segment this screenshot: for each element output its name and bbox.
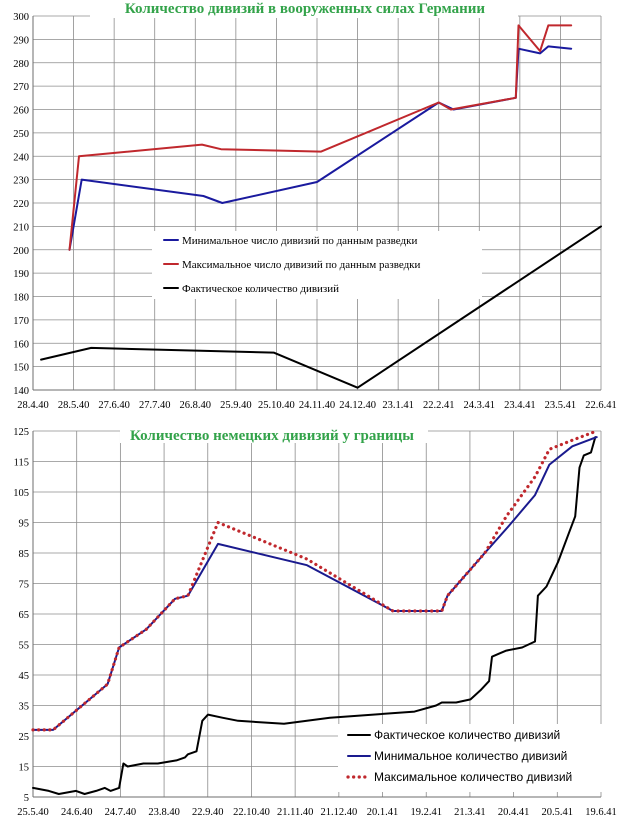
x-tick-label: 21.3.41 (454, 807, 486, 818)
y-tick-label: 230 (13, 176, 29, 187)
chart2-legend: Фактическое количество дивизий Минимально… (338, 724, 608, 792)
x-tick-label: 25.10.40 (258, 400, 295, 411)
y-tick-label: 280 (13, 59, 29, 70)
chart2-tick-labels: 5 15 25 35 45 55 65 75 85 95 105 115 125 25.5.40 24.6.… (13, 427, 617, 818)
y-tick-label: 95 (19, 519, 30, 530)
x-tick-label: 26.8.40 (180, 400, 212, 411)
y-tick-label: 260 (13, 106, 29, 117)
y-tick-label: 170 (13, 316, 29, 327)
x-tick-label: 27.7.40 (139, 400, 171, 411)
chart1-title-background (90, 0, 518, 18)
chart2-legend-background (338, 724, 608, 792)
y-tick-label: 190 (13, 269, 29, 280)
chart1-tick-labels: 140 150 160 170 180 190 200 210 220 230 240 250 260 2… (13, 12, 617, 411)
y-tick-label: 250 (13, 129, 29, 140)
y-tick-label: 220 (13, 199, 29, 210)
x-tick-label: 21.11.40 (277, 807, 313, 818)
legend-label-1: Минимальное число дивизий по данным разв… (182, 235, 417, 247)
y-tick-label: 140 (13, 386, 29, 397)
chart1-grid (32, 15, 602, 391)
y-tick-label: 115 (14, 458, 29, 469)
y-tick-label: 25 (19, 732, 30, 743)
chart-divisions-border: 5 15 25 35 45 55 65 75 85 95 105 115 125 25.5.40 24.6.… (13, 427, 617, 818)
x-tick-label: 27.6.40 (98, 400, 130, 411)
x-tick-label: 23.5.41 (545, 400, 577, 411)
chart2-grid (32, 430, 602, 798)
chart2-title-background (120, 427, 428, 443)
x-tick-label: 19.2.41 (410, 807, 442, 818)
x-tick-label: 25.5.40 (17, 807, 49, 818)
x-tick-label: 24.12.40 (339, 400, 376, 411)
x-tick-label: 22.6.41 (585, 400, 617, 411)
x-tick-label: 22.9.40 (192, 807, 224, 818)
chart1-series (40, 24, 602, 389)
x-tick-label: 21.12.40 (320, 807, 357, 818)
y-tick-label: 45 (19, 671, 30, 682)
x-tick-label: 28.5.40 (58, 400, 90, 411)
y-tick-label: 290 (13, 35, 29, 46)
y-tick-label: 85 (19, 549, 30, 560)
legend-label-2: Минимальное количество дивизий (374, 749, 567, 763)
y-tick-label: 270 (13, 82, 29, 93)
series-line-1 (68, 45, 573, 251)
y-tick-label: 65 (19, 610, 30, 621)
x-tick-label: 24.3.41 (464, 400, 496, 411)
chart1-legend: Минимальное число дивизий по данным разв… (152, 231, 482, 299)
x-tick-label: 24.11.40 (299, 400, 335, 411)
x-tick-label: 20.5.41 (542, 807, 574, 818)
x-tick-label: 24.6.40 (61, 807, 93, 818)
y-tick-label: 75 (19, 580, 30, 591)
y-tick-label: 210 (13, 222, 29, 233)
x-tick-label: 23.8.40 (148, 807, 180, 818)
legend-label-3: Максимальное количество дивизий (374, 770, 572, 784)
legend-label-1: Фактическое количество дивизий (374, 728, 560, 742)
x-tick-label: 28.4.40 (17, 400, 49, 411)
x-tick-label: 23.1.41 (382, 400, 414, 411)
series-line-1 (32, 436, 597, 795)
y-tick-label: 15 (19, 763, 30, 774)
x-tick-label: 23.4.41 (504, 400, 536, 411)
chart2-series (31, 429, 599, 795)
series-line-3 (40, 225, 602, 389)
y-tick-label: 300 (13, 12, 29, 23)
y-tick-label: 240 (13, 152, 29, 163)
chart2-title: Количество немецких дивизий у границы (130, 428, 414, 444)
chart1-legend-background (152, 231, 482, 299)
chart1-title: Количество дивизий в вооруженных силах Г… (125, 1, 486, 17)
y-tick-label: 160 (13, 339, 29, 350)
x-tick-label: 22.2.41 (423, 400, 455, 411)
y-tick-label: 125 (13, 427, 29, 438)
y-tick-label: 35 (19, 702, 30, 713)
y-tick-label: 55 (19, 641, 30, 652)
legend-label-2: Максимальное число дивизий по данным раз… (182, 259, 421, 271)
y-tick-label: 105 (13, 488, 29, 499)
legend-label-3: Фактическое количество дивизий (182, 283, 339, 295)
x-tick-label: 20.1.41 (367, 807, 399, 818)
y-tick-label: 200 (13, 246, 29, 257)
series-line-3 (31, 429, 599, 732)
x-tick-label: 19.6.41 (585, 807, 617, 818)
x-tick-label: 22.10.40 (233, 807, 270, 818)
chart-divisions-total: 140 150 160 170 180 190 200 210 220 230 240 250 260 2… (13, 0, 617, 411)
x-tick-label: 20.4.41 (498, 807, 530, 818)
y-tick-label: 180 (13, 293, 29, 304)
x-tick-label: 24.7.40 (105, 807, 137, 818)
y-tick-label: 5 (24, 793, 29, 804)
x-tick-label: 25.9.40 (220, 400, 252, 411)
y-tick-label: 150 (13, 363, 29, 374)
series-line-2 (68, 24, 573, 251)
